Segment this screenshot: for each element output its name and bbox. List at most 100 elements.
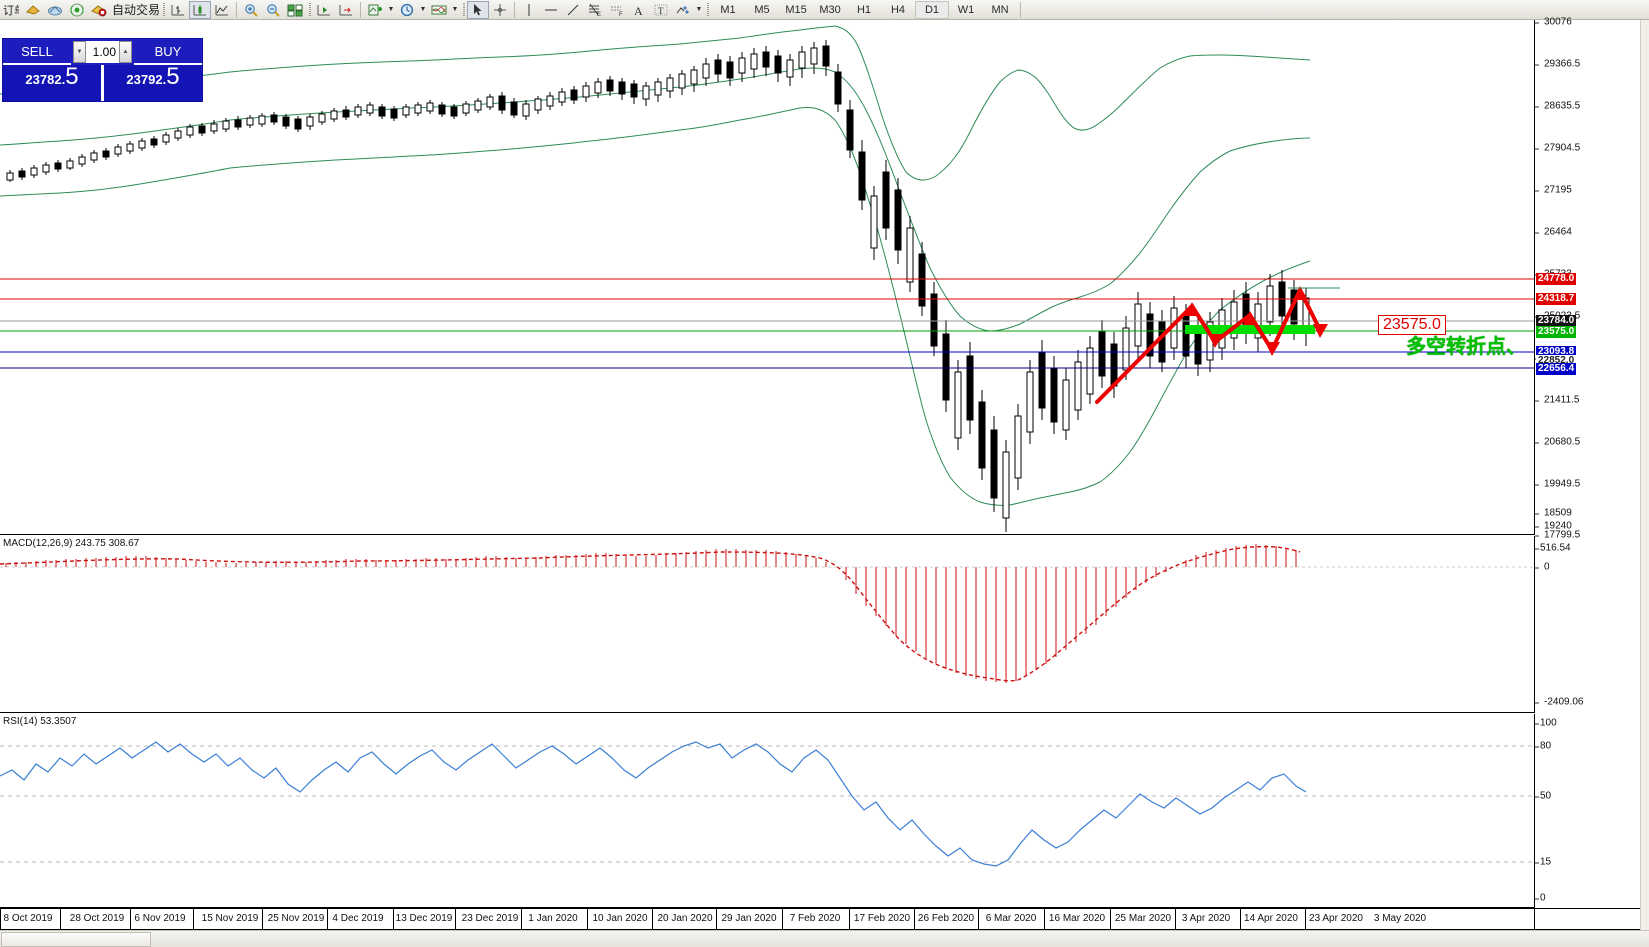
timeframe-m5[interactable]: M5 <box>754 3 770 16</box>
level-tag-23575[interactable]: 23575.0 <box>1536 326 1577 338</box>
sell-label[interactable]: SELL <box>3 39 71 65</box>
cursor-icon[interactable] <box>467 0 490 19</box>
period-dropdown-icon[interactable]: ▼ <box>419 6 427 13</box>
time-divider <box>978 909 979 931</box>
buy-price-button[interactable]: 23792. 5 <box>104 65 202 101</box>
text-icon[interactable]: T <box>650 1 672 19</box>
charts-icon[interactable] <box>22 1 44 19</box>
macd-tick-neg2409: -2409.06 <box>1535 697 1583 708</box>
zoom-out-icon[interactable] <box>262 1 284 19</box>
horizontal-line-icon[interactable] <box>540 1 562 19</box>
templates-icon[interactable] <box>428 1 450 19</box>
timeframe-d1[interactable]: D1 <box>915 0 950 19</box>
macd-tick-516: 516.54 <box>1535 543 1571 554</box>
autotrade-label[interactable]: 自动交易 <box>112 3 161 17</box>
time-label: 20 Jan 2020 <box>657 913 713 924</box>
turning-point-note: 多空转折点、 <box>1406 336 1526 358</box>
crosshair-icon[interactable] <box>489 1 511 19</box>
zoom-in-icon[interactable] <box>240 1 262 19</box>
timeframe-mn[interactable]: MN <box>991 3 1009 16</box>
timeframe-m30[interactable]: M30 <box>819 3 841 16</box>
one-click-trading-panel[interactable]: SELL ▼ 1.00 ▲ BUY 23782. 5 23792. 5 <box>2 38 203 102</box>
buy-price-dot: . <box>162 72 167 87</box>
price-tick-21411: 21411.5 <box>1535 395 1579 406</box>
chart-tab[interactable] <box>1 932 151 947</box>
candlestick-series <box>6 40 1310 532</box>
timeframe-w1[interactable]: W1 <box>957 3 975 16</box>
new-order-icon[interactable]: 订单 <box>0 1 22 19</box>
price-tick-29366: 29366.5 <box>1535 59 1580 70</box>
bollinger-lower-band <box>0 107 1311 506</box>
timeframe-m15[interactable]: M15 <box>785 3 807 16</box>
time-divider <box>849 909 850 931</box>
time-label: 7 Feb 2020 <box>789 913 841 924</box>
signal-icon[interactable] <box>66 1 88 19</box>
oct-top-row: SELL ▼ 1.00 ▲ BUY <box>3 39 202 65</box>
vertical-scrollbar[interactable] <box>1640 20 1649 930</box>
auto-scroll-icon[interactable] <box>335 1 357 19</box>
chart-shift-icon[interactable] <box>313 1 335 19</box>
drawings-icon[interactable] <box>672 1 694 19</box>
rsi-tick-50: 50 <box>1535 791 1551 802</box>
price-tick-28635: 28635.5 <box>1535 101 1580 112</box>
level-tag-22656[interactable]: 22656.4 <box>1536 363 1577 375</box>
tile-windows-icon[interactable] <box>284 1 306 19</box>
drawings-dropdown-icon[interactable]: ▼ <box>695 6 703 13</box>
price-chart-pane[interactable] <box>0 20 1534 535</box>
macd-signal-line <box>0 545 1301 682</box>
volume-decrease-button[interactable]: ▼ <box>73 41 86 63</box>
candlestick-icon[interactable] <box>189 0 212 19</box>
volume-increase-button[interactable]: ▲ <box>119 41 132 63</box>
time-label: 3 May 2020 <box>1373 913 1427 924</box>
price-scale[interactable]: 30076 29366.5 28635.5 27904.5 27195 2646… <box>1534 17 1649 535</box>
time-label: 4 Dec 2019 <box>332 913 384 924</box>
level-tag-23784-current[interactable]: 23784.0 <box>1536 315 1577 327</box>
channel-icon[interactable]: F <box>606 1 628 19</box>
fibonacci-icon[interactable]: E <box>584 1 606 19</box>
sell-price-button[interactable]: 23782. 5 <box>3 65 104 101</box>
level-tag-24318[interactable]: 24318.7 <box>1536 293 1577 305</box>
price-callout-23575[interactable]: 23575.0 <box>1378 315 1446 335</box>
autotrade-icon[interactable] <box>88 1 110 19</box>
sell-price-fraction: 5 <box>65 63 79 90</box>
bar-chart-icon[interactable] <box>167 1 189 19</box>
time-divider <box>193 909 194 931</box>
indicators-icon[interactable] <box>364 1 386 19</box>
time-divider <box>393 909 394 931</box>
cloud-icon[interactable] <box>44 1 66 19</box>
bollinger-middle-band <box>0 67 1311 332</box>
toolbar-grip-3 <box>460 2 467 18</box>
trendline-icon[interactable] <box>562 1 584 19</box>
time-label: 23 Apr 2020 <box>1309 913 1363 924</box>
volume-control[interactable]: ▼ 1.00 ▲ <box>71 39 134 65</box>
macd-pane[interactable]: MACD(12,26,9) 243.75 308.67 <box>0 536 1534 713</box>
rsi-scale[interactable]: 100 80 50 15 0 <box>1534 714 1649 908</box>
time-label: 25 Nov 2019 <box>267 913 325 924</box>
main-toolbar[interactable]: 订单 自动交易 ▼ ▼ <box>0 0 1649 20</box>
indicators-dropdown-icon[interactable]: ▼ <box>387 6 395 13</box>
rsi-pane[interactable]: RSI(14) 53.3507 <box>0 714 1534 908</box>
macd-pane-label: MACD(12,26,9) 243.75 308.67 <box>3 538 140 549</box>
timeframe-h4[interactable]: H4 <box>890 3 906 16</box>
timeframe-h1[interactable]: H1 <box>856 3 872 16</box>
time-label: 6 Mar 2020 <box>985 913 1037 924</box>
time-divider <box>587 909 588 931</box>
rsi-tick-15: 15 <box>1535 857 1551 868</box>
status-bar[interactable] <box>0 930 1649 947</box>
templates-dropdown-icon[interactable]: ▼ <box>451 6 459 13</box>
period-icon[interactable] <box>396 1 418 19</box>
text-label-icon[interactable]: A <box>628 1 650 19</box>
svg-text:A: A <box>634 4 643 17</box>
buy-label[interactable]: BUY <box>134 39 202 65</box>
vertical-line-icon[interactable] <box>518 1 540 19</box>
svg-text:F: F <box>619 12 623 17</box>
price-tick-27904: 27904.5 <box>1535 143 1580 154</box>
time-label: 28 Oct 2019 <box>69 913 125 924</box>
volume-input[interactable]: 1.00 <box>86 41 119 63</box>
line-chart-icon[interactable] <box>211 1 233 19</box>
time-axis[interactable]: 8 Oct 2019 28 Oct 2019 6 Nov 2019 15 Nov… <box>0 908 1534 931</box>
macd-scale[interactable]: 516.54 0 -2409.06 <box>1534 536 1649 713</box>
level-tag-24778[interactable]: 24778.0 <box>1536 273 1577 285</box>
time-label: 15 Nov 2019 <box>201 913 259 924</box>
timeframe-m1[interactable]: M1 <box>720 3 736 16</box>
